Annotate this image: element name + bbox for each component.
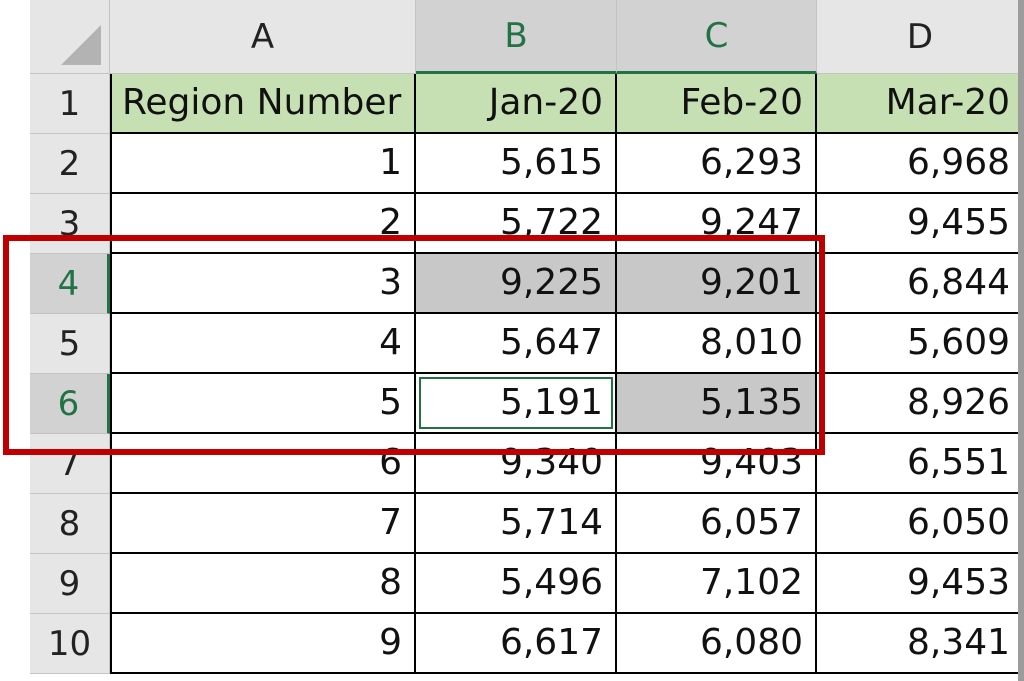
left-gutter — [0, 0, 30, 681]
row-header-9[interactable]: 9 — [30, 554, 110, 614]
cell-c2[interactable]: 6,293 — [617, 134, 817, 194]
row-header-1[interactable]: 1 — [30, 74, 110, 134]
row-header-7[interactable]: 7 — [30, 434, 110, 494]
select-all-corner[interactable] — [30, 0, 110, 74]
column-header-c[interactable]: C — [617, 0, 817, 74]
row-header-5[interactable]: 5 — [30, 314, 110, 374]
column-header-b[interactable]: B — [416, 0, 617, 74]
cell-c7[interactable]: 9,403 — [617, 434, 817, 494]
cell-b5[interactable]: 5,647 — [416, 314, 617, 374]
cell-a1[interactable]: Region Number — [110, 74, 416, 134]
cell-a10[interactable]: 9 — [110, 614, 416, 674]
cell-d6[interactable]: 8,926 — [817, 374, 1024, 434]
column-header-d[interactable]: D — [817, 0, 1024, 74]
cell-b9[interactable]: 5,496 — [416, 554, 617, 614]
cell-c4[interactable]: 9,201 — [617, 254, 817, 314]
cell-b6[interactable]: 5,191 — [416, 374, 617, 434]
window-edge — [1018, 0, 1024, 681]
cell-b4[interactable]: 9,225 — [416, 254, 617, 314]
select-all-icon — [61, 25, 101, 65]
cell-b7[interactable]: 9,340 — [416, 434, 617, 494]
cell-d3[interactable]: 9,455 — [817, 194, 1024, 254]
cell-d10[interactable]: 8,341 — [817, 614, 1024, 674]
cell-c9[interactable]: 7,102 — [617, 554, 817, 614]
cell-b8[interactable]: 5,714 — [416, 494, 617, 554]
cell-a9[interactable]: 8 — [110, 554, 416, 614]
cell-d1[interactable]: Mar-20 — [817, 74, 1024, 134]
cell-d8[interactable]: 6,050 — [817, 494, 1024, 554]
row-header-3[interactable]: 3 — [30, 194, 110, 254]
cell-b3[interactable]: 5,722 — [416, 194, 617, 254]
cell-d2[interactable]: 6,968 — [817, 134, 1024, 194]
column-header-a[interactable]: A — [110, 0, 416, 74]
row-header-4[interactable]: 4 — [30, 254, 110, 314]
cell-d5[interactable]: 5,609 — [817, 314, 1024, 374]
row-header-6[interactable]: 6 — [30, 374, 110, 434]
cell-c10[interactable]: 6,080 — [617, 614, 817, 674]
cell-a7[interactable]: 6 — [110, 434, 416, 494]
cell-a3[interactable]: 2 — [110, 194, 416, 254]
cell-a5[interactable]: 4 — [110, 314, 416, 374]
cell-b1[interactable]: Jan-20 — [416, 74, 617, 134]
cell-a4[interactable]: 3 — [110, 254, 416, 314]
cell-d7[interactable]: 6,551 — [817, 434, 1024, 494]
cell-a2[interactable]: 1 — [110, 134, 416, 194]
row-header-8[interactable]: 8 — [30, 494, 110, 554]
cell-c1[interactable]: Feb-20 — [617, 74, 817, 134]
cell-c8[interactable]: 6,057 — [617, 494, 817, 554]
cell-d9[interactable]: 9,453 — [817, 554, 1024, 614]
cell-d4[interactable]: 6,844 — [817, 254, 1024, 314]
cell-b10[interactable]: 6,617 — [416, 614, 617, 674]
cell-c3[interactable]: 9,247 — [617, 194, 817, 254]
cell-c5[interactable]: 8,010 — [617, 314, 817, 374]
row-header-10[interactable]: 10 — [30, 614, 110, 674]
cell-a6[interactable]: 5 — [110, 374, 416, 434]
cell-c6[interactable]: 5,135 — [617, 374, 817, 434]
row-header-2[interactable]: 2 — [30, 134, 110, 194]
cell-a8[interactable]: 7 — [110, 494, 416, 554]
cell-b2[interactable]: 5,615 — [416, 134, 617, 194]
